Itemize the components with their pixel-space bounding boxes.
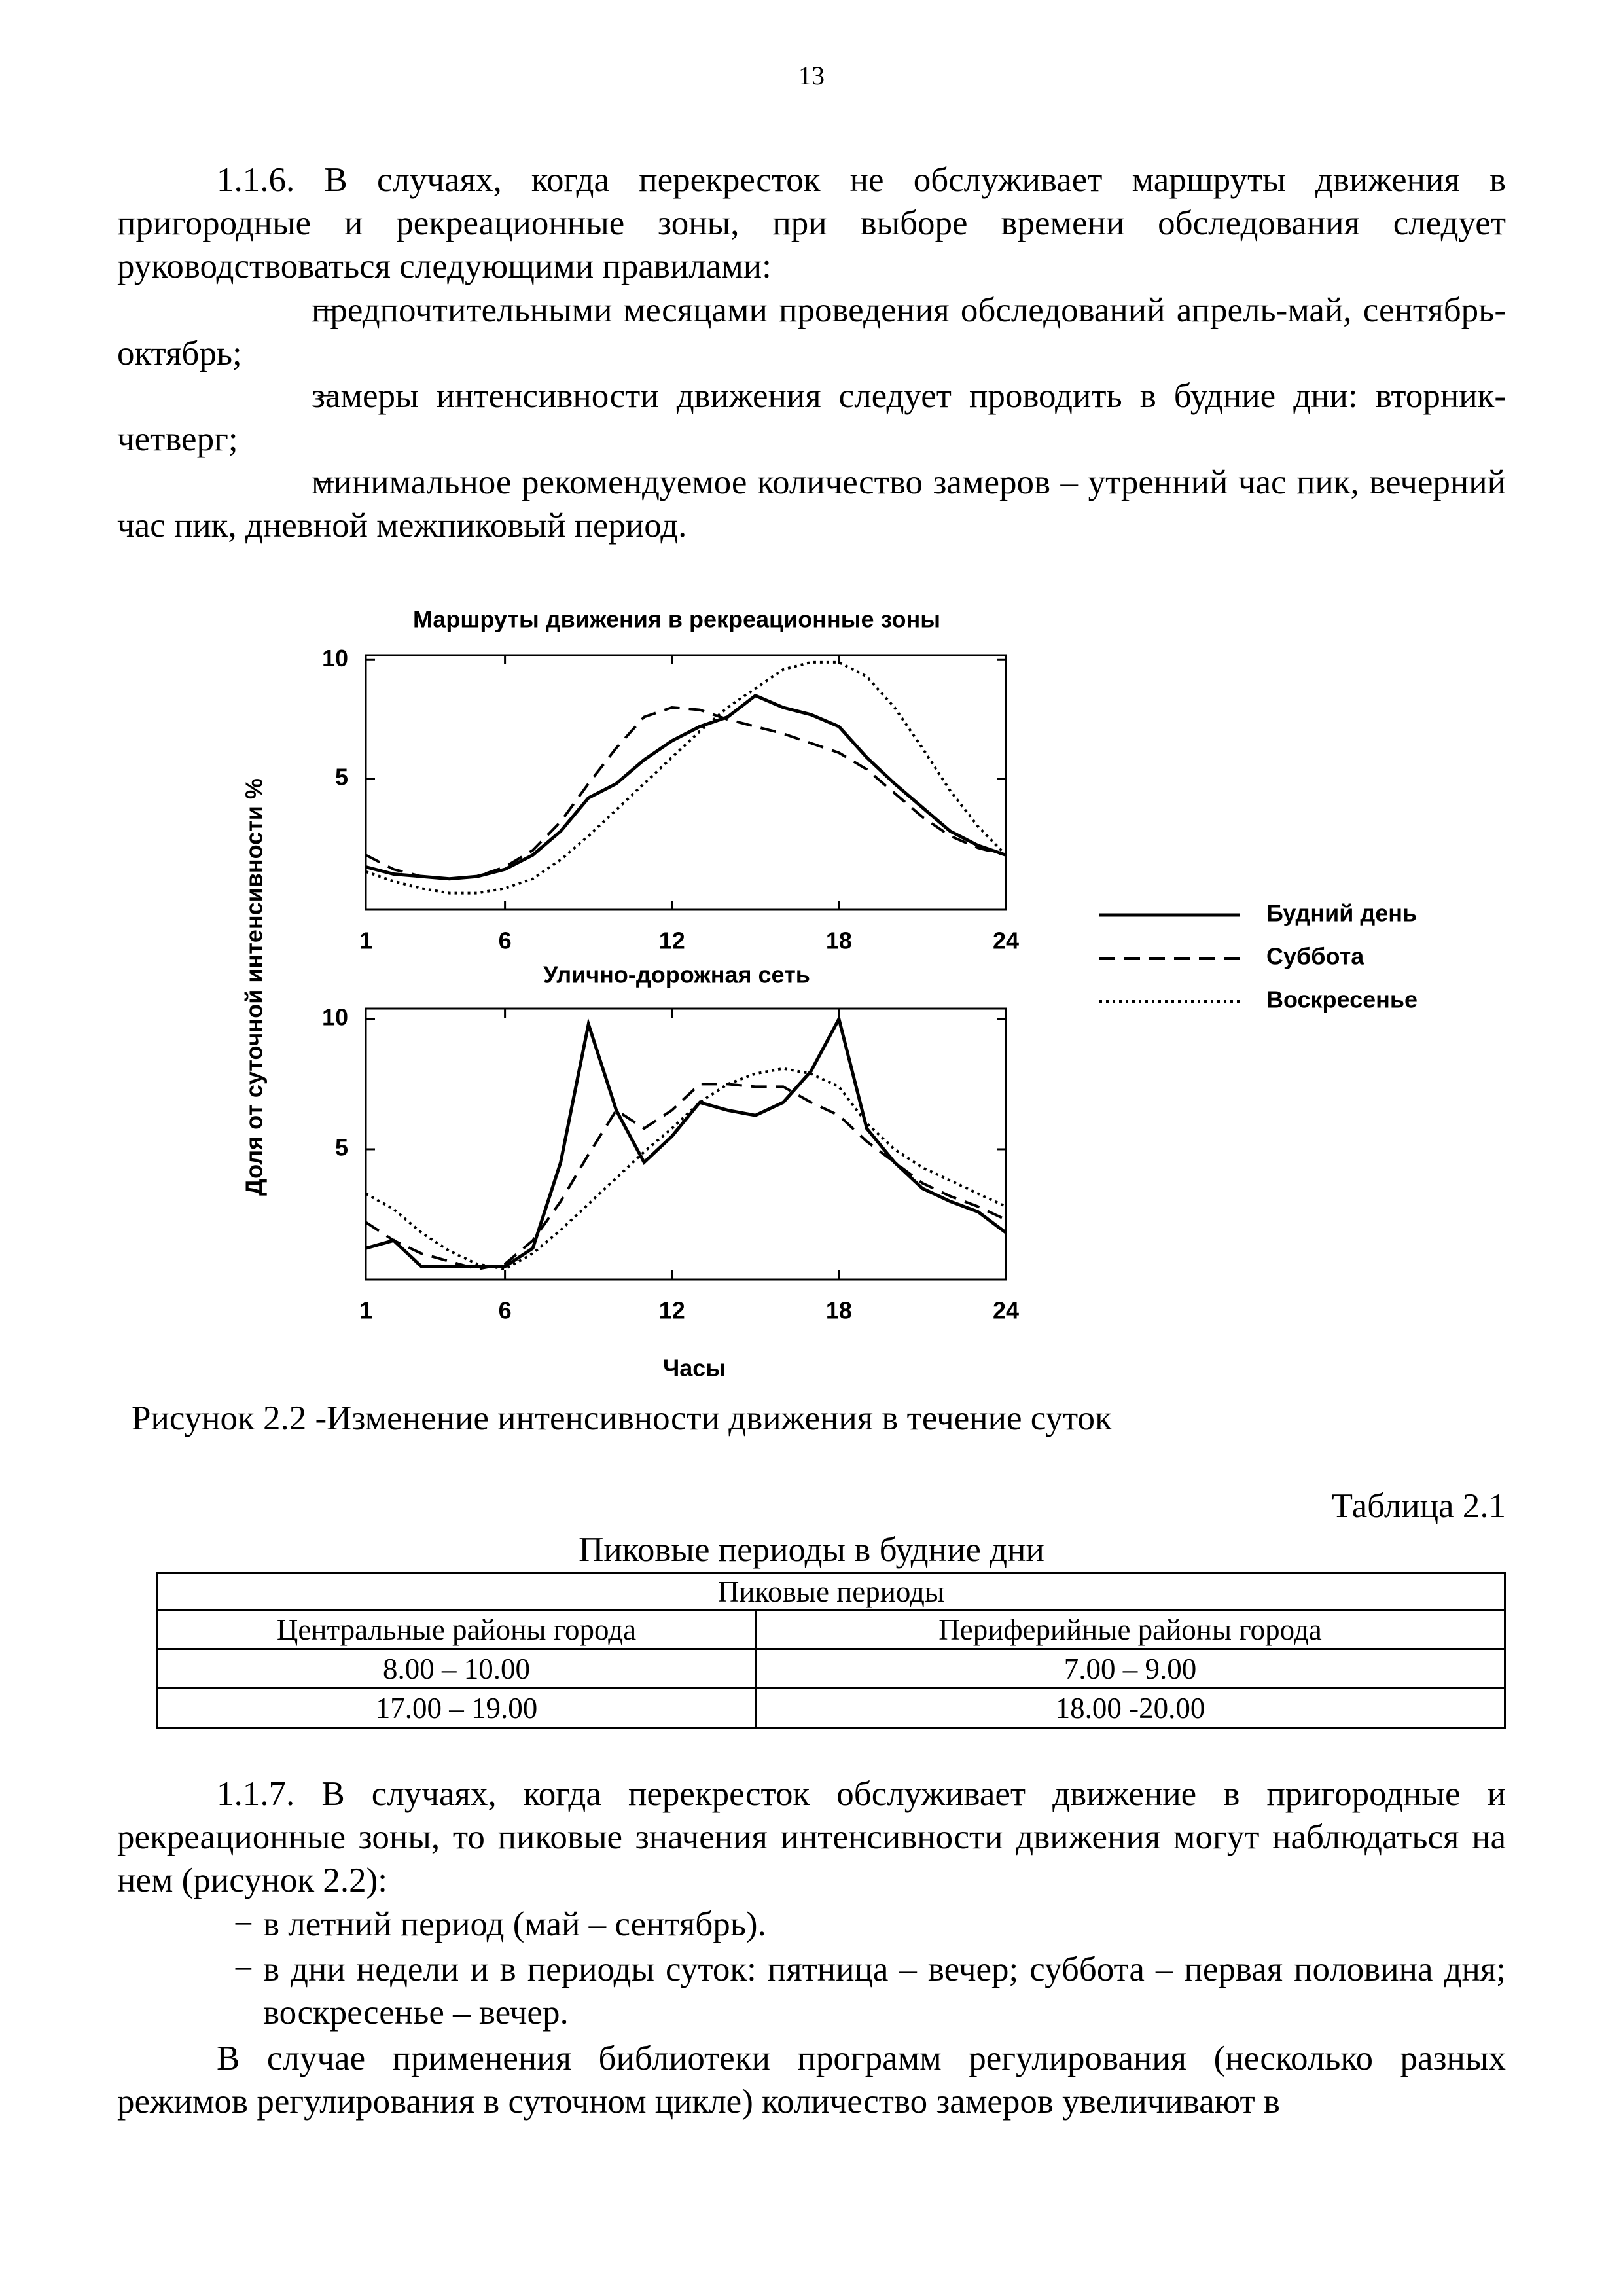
column-header: Периферийные районы города [755, 1609, 1506, 1650]
list-item: в летний период (май – сентябрь). [263, 1903, 1506, 1946]
chart-title: Маршруты движения в рекреационные зоны [413, 606, 940, 633]
table-number: Таблица 2.1 [1331, 1487, 1506, 1525]
bullet [234, 1903, 253, 1946]
x-tick-label: 12 [659, 927, 685, 954]
item-text: предпочтительными месяцами проведения об… [117, 291, 1506, 372]
table-title: Пиковые периоды в будние дни [579, 1531, 1044, 1569]
paragraph: 1.1.6. В случаях, когда перекресток не о… [117, 161, 1506, 285]
bullet [234, 1948, 253, 1991]
cell: 17.00 – 19.00 [156, 1687, 757, 1729]
legend-label: Воскресенье [1266, 986, 1418, 1013]
cell: 8.00 – 10.00 [156, 1648, 757, 1689]
plot-frame [365, 654, 1007, 911]
list-item: минимальное рекомендуемое количество зам… [117, 461, 1506, 547]
series-line [365, 1083, 1007, 1271]
cell: 7.00 – 9.00 [755, 1648, 1506, 1689]
paragraph: 1.1.7. В случаях, когда перекресток обсл… [117, 1775, 1506, 1899]
x-tick-label: 6 [499, 927, 512, 954]
item-text: замеры интенсивности движения следует пр… [117, 377, 1506, 458]
x-axis-label: Часы [663, 1355, 726, 1382]
series-line [365, 660, 1007, 895]
list-item: замеры интенсивности движения следует пр… [117, 374, 1506, 461]
table-header: Пиковые периоды [156, 1572, 1506, 1611]
item-text: в дни недели и в периоды суток: пятница … [263, 1950, 1506, 2032]
series-line [365, 693, 1007, 881]
x-tick-label: 24 [993, 1297, 1019, 1324]
y-tick-label: 5 [335, 764, 348, 791]
figure: Маршруты движения в рекреационные зоны 1 6… [241, 606, 1418, 1382]
list-item: предпочтительными месяцами проведения об… [117, 289, 1506, 375]
y-axis-label: Доля от суточной интенсивности % [241, 778, 268, 1196]
item-text: минимальное рекомендуемое количество зам… [117, 463, 1506, 545]
page-number: 13 [798, 61, 825, 90]
x-tick-label: 6 [499, 1297, 512, 1324]
chart-title: Улично-дорожная сеть [543, 961, 810, 988]
series-line [365, 1014, 1007, 1268]
list-item: в дни недели и в периоды суток: пятница … [263, 1948, 1506, 2034]
figure-caption: Рисунок 2.2 -Изменение интенсивности дви… [132, 1399, 1112, 1437]
legend-label: Суббота [1266, 943, 1364, 970]
y-tick-label: 10 [322, 1003, 348, 1030]
column-header: Центральные районы города [156, 1609, 757, 1650]
x-tick-label: 18 [826, 1297, 852, 1324]
series-line [365, 706, 1007, 880]
table: Пиковые периоды Центральные районы город… [156, 1572, 1506, 1729]
plot-frame [365, 1007, 1007, 1281]
x-tick-label: 24 [993, 927, 1019, 954]
cell: 18.00 -20.00 [755, 1687, 1506, 1729]
x-tick-label: 1 [359, 927, 372, 954]
y-tick-label: 10 [322, 645, 348, 672]
x-tick-label: 1 [359, 1297, 372, 1324]
item-text: в летний период (май – сентябрь). [263, 1905, 766, 1943]
y-tick-label: 5 [335, 1134, 348, 1160]
paragraph: В случае применения библиотеки программ … [117, 2039, 1506, 2121]
legend-label: Будний день [1266, 900, 1417, 927]
x-tick-label: 12 [659, 1297, 685, 1324]
x-tick-label: 18 [826, 927, 852, 954]
